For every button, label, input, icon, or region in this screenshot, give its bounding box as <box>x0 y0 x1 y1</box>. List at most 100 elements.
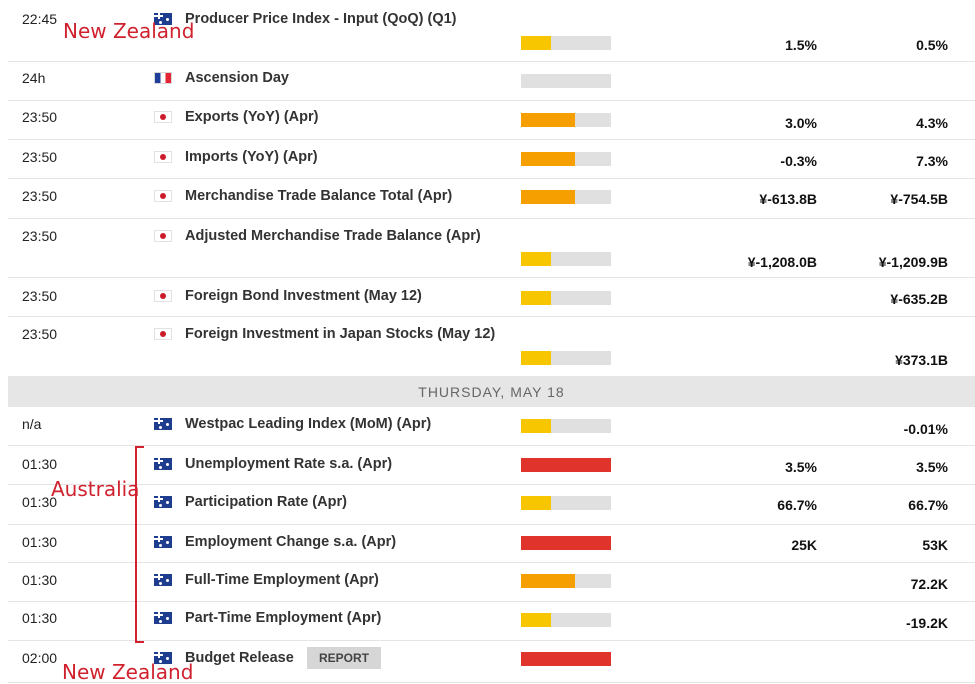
event-time: 22:45 <box>22 11 58 27</box>
impact-bar <box>521 291 611 305</box>
actual-value: ¥-613.8B <box>759 191 817 207</box>
event-row[interactable]: 02:00 Budget Release <box>8 641 975 683</box>
event-row[interactable]: 23:50 Foreign Investment in Japan Stocks … <box>8 317 975 377</box>
impact-bar <box>521 496 611 510</box>
au-flag-icon <box>154 536 172 548</box>
impact-bar-fill <box>521 613 551 627</box>
event-name[interactable]: Merchandise Trade Balance Total (Apr) <box>185 188 453 204</box>
event-row[interactable]: 22:45 Producer Price Index - Input (QoQ) … <box>8 0 975 62</box>
event-name[interactable]: Unemployment Rate s.a. (Apr) <box>185 456 393 472</box>
report-button[interactable]: REPORT <box>307 647 381 669</box>
impact-bar <box>521 458 611 472</box>
impact-bar <box>521 536 611 550</box>
event-name[interactable]: Foreign Bond Investment (May 12) <box>185 288 422 304</box>
event-row[interactable]: 01:30 Part-Time Employment (Apr) -19.2K <box>8 602 975 641</box>
event-time: 02:00 <box>22 650 58 666</box>
event-time: 23:50 <box>22 149 58 165</box>
previous-value: 66.7% <box>908 497 948 513</box>
impact-bar <box>521 574 611 588</box>
event-name[interactable]: Imports (YoY) (Apr) <box>185 149 318 165</box>
au-flag-icon <box>154 458 172 470</box>
event-name[interactable]: Westpac Leading Index (MoM) (Apr) <box>185 416 432 432</box>
event-row[interactable]: 01:30 Full-Time Employment (Apr) 72.2K <box>8 563 975 602</box>
event-row[interactable]: 23:50 Adjusted Merchandise Trade Balance … <box>8 219 975 278</box>
previous-value: ¥-754.5B <box>890 191 948 207</box>
previous-value: 7.3% <box>916 153 948 169</box>
impact-bar-fill <box>521 351 551 365</box>
event-row[interactable]: 23:50 Foreign Bond Investment (May 12) ¥-6… <box>8 278 975 317</box>
event-row[interactable]: 23:50 Merchandise Trade Balance Total (Ap… <box>8 179 975 219</box>
impact-bar-fill <box>521 496 551 510</box>
event-name[interactable]: Participation Rate (Apr) <box>185 494 347 510</box>
au-flag-icon <box>154 13 172 25</box>
previous-value: 0.5% <box>916 37 948 53</box>
event-name[interactable]: Foreign Investment in Japan Stocks (May … <box>185 326 496 342</box>
au-flag-icon <box>154 496 172 508</box>
au-flag-icon <box>154 418 172 430</box>
impact-bar-fill <box>521 291 551 305</box>
jp-flag-icon <box>154 328 172 340</box>
fr-flag-icon <box>154 72 172 84</box>
previous-value: 4.3% <box>916 115 948 131</box>
event-name[interactable]: Adjusted Merchandise Trade Balance (Apr) <box>185 228 481 244</box>
event-name[interactable]: Exports (YoY) (Apr) <box>185 109 319 125</box>
previous-value: ¥373.1B <box>895 352 948 368</box>
impact-bar-fill <box>521 36 551 50</box>
impact-bar <box>521 36 611 50</box>
impact-bar <box>521 190 611 204</box>
event-time: n/a <box>22 416 42 432</box>
previous-value: -19.2K <box>905 615 948 631</box>
event-time: 23:50 <box>22 288 58 304</box>
event-time: 23:50 <box>22 109 58 125</box>
previous-value: 53K <box>922 537 948 553</box>
event-name[interactable]: Employment Change s.a. (Apr) <box>185 534 397 550</box>
jp-flag-icon <box>154 190 172 202</box>
impact-bar-fill <box>521 113 575 127</box>
event-time: 24h <box>22 70 46 86</box>
impact-bar <box>521 113 611 127</box>
event-time: 01:30 <box>22 494 58 510</box>
event-row[interactable]: 01:30 Participation Rate (Apr) 66.7% 66.7% <box>8 485 975 525</box>
event-row[interactable]: n/a Westpac Leading Index (MoM) (Apr) -0.0… <box>8 407 975 446</box>
impact-bar <box>521 74 611 88</box>
event-name[interactable]: Part-Time Employment (Apr) <box>185 610 382 626</box>
actual-value: ¥-1,208.0B <box>747 254 817 270</box>
event-name[interactable]: Producer Price Index - Input (QoQ) (Q1) <box>185 11 457 27</box>
previous-value: ¥-635.2B <box>890 291 948 307</box>
event-row[interactable]: 01:30 Unemployment Rate s.a. (Apr) 3.5% 3.5… <box>8 446 975 485</box>
au-flag-icon <box>154 612 172 624</box>
event-row[interactable]: 01:30 Employment Change s.a. (Apr) 25K 53K <box>8 525 975 563</box>
event-row[interactable]: 24h Ascension Day <box>8 62 975 101</box>
event-row[interactable]: 23:50 Imports (YoY) (Apr) -0.3% 7.3% <box>8 140 975 179</box>
event-time: 01:30 <box>22 610 58 626</box>
actual-value: 1.5% <box>785 37 817 53</box>
impact-bar <box>521 419 611 433</box>
previous-value: 3.5% <box>916 459 948 475</box>
jp-flag-icon <box>154 111 172 123</box>
jp-flag-icon <box>154 230 172 242</box>
actual-value: 3.0% <box>785 115 817 131</box>
event-name[interactable]: Budget Release <box>185 650 294 666</box>
impact-bar-fill <box>521 252 551 266</box>
event-time: 23:50 <box>22 188 58 204</box>
actual-value: 3.5% <box>785 459 817 475</box>
event-time: 01:30 <box>22 534 58 550</box>
annotation-new-zealand-top: New Zealand <box>63 19 195 43</box>
annotation-bracket <box>135 446 144 643</box>
event-name[interactable]: Full-Time Employment (Apr) <box>185 572 379 588</box>
jp-flag-icon <box>154 290 172 302</box>
impact-bar <box>521 351 611 365</box>
actual-value: 66.7% <box>777 497 817 513</box>
impact-bar-fill <box>521 652 611 666</box>
event-time: 23:50 <box>22 228 58 244</box>
impact-bar-fill <box>521 536 611 550</box>
previous-value: ¥-1,209.9B <box>878 254 948 270</box>
event-row[interactable]: 23:50 Exports (YoY) (Apr) 3.0% 4.3% <box>8 101 975 140</box>
event-name[interactable]: Ascension Day <box>185 70 289 86</box>
previous-value: 72.2K <box>910 576 948 592</box>
event-time: 01:30 <box>22 456 58 472</box>
impact-bar <box>521 613 611 627</box>
actual-value: -0.3% <box>780 153 817 169</box>
annotation-new-zealand-bottom: New Zealand <box>62 660 194 684</box>
